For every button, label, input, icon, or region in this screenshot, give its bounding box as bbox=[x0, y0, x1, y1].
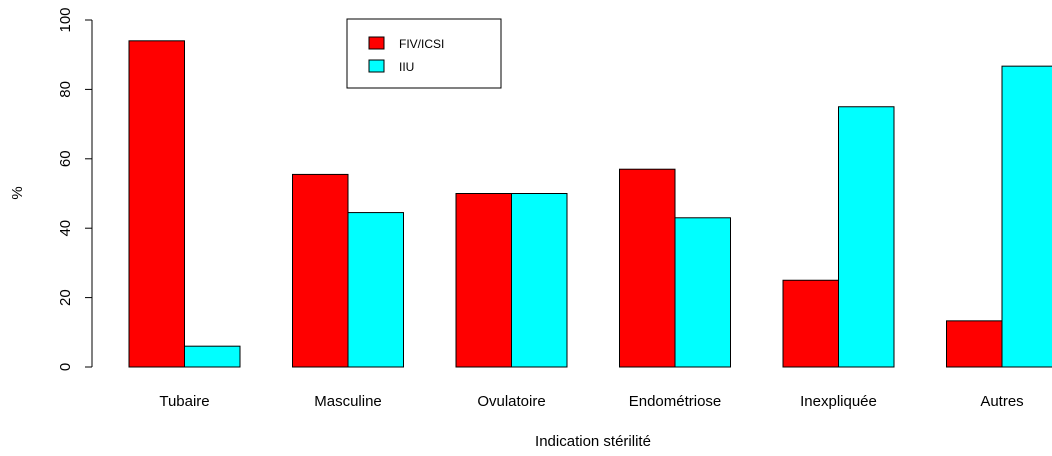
x-tick-label-masculine: Masculine bbox=[314, 393, 382, 410]
y-tick-label-0: 0 bbox=[57, 363, 74, 371]
bar-masculine-iiu bbox=[347, 212, 404, 368]
y-axis: 0 20 40 60 80 100 bbox=[57, 7, 93, 371]
legend-box bbox=[346, 18, 502, 89]
x-tick-label-autres: Autres bbox=[980, 393, 1023, 410]
y-tick-label-80: 80 bbox=[57, 81, 74, 98]
x-tick-label-ovulatoire: Ovulatoire bbox=[477, 393, 545, 410]
bar-autres-iiu bbox=[1001, 65, 1052, 368]
bar-endometriose-iiu bbox=[674, 217, 731, 368]
legend-swatch-iiu bbox=[368, 59, 385, 73]
y-tick-label-100: 100 bbox=[57, 7, 74, 32]
y-axis-title: % bbox=[9, 186, 26, 199]
bar-ovulatoire-fiv-icsi bbox=[455, 193, 512, 368]
x-axis-title: Indication stérilité bbox=[535, 433, 651, 450]
bar-masculine-fiv-icsi bbox=[292, 173, 349, 368]
legend-label-fiv-icsi: FIV/ICSI bbox=[399, 37, 444, 51]
bar-ovulatoire-iiu bbox=[511, 193, 568, 368]
x-tick-label-tubaire: Tubaire bbox=[159, 393, 209, 410]
x-tick-label-endometriose: Endométriose bbox=[629, 393, 722, 410]
y-tick-label-60: 60 bbox=[57, 150, 74, 167]
bar-endometriose-fiv-icsi bbox=[619, 168, 676, 368]
bar-inexpliquee-iiu bbox=[838, 106, 895, 368]
bars-group bbox=[128, 40, 1052, 368]
legend-swatch-fiv-icsi bbox=[368, 36, 385, 50]
x-tick-label-inexpliquee: Inexpliquée bbox=[800, 393, 877, 410]
y-tick-label-20: 20 bbox=[57, 289, 74, 306]
bar-tubaire-iiu bbox=[184, 345, 241, 368]
bar-inexpliquee-fiv-icsi bbox=[782, 279, 839, 368]
y-tick-label-40: 40 bbox=[57, 220, 74, 237]
x-axis: Tubaire Masculine Ovulatoire Endométriose In… bbox=[159, 393, 1023, 410]
bar-tubaire-fiv-icsi bbox=[128, 40, 185, 368]
legend-label-iiu: IIU bbox=[399, 60, 414, 74]
bar-autres-fiv-icsi bbox=[946, 320, 1003, 368]
legend: FIV/ICSI IIU bbox=[346, 18, 502, 89]
